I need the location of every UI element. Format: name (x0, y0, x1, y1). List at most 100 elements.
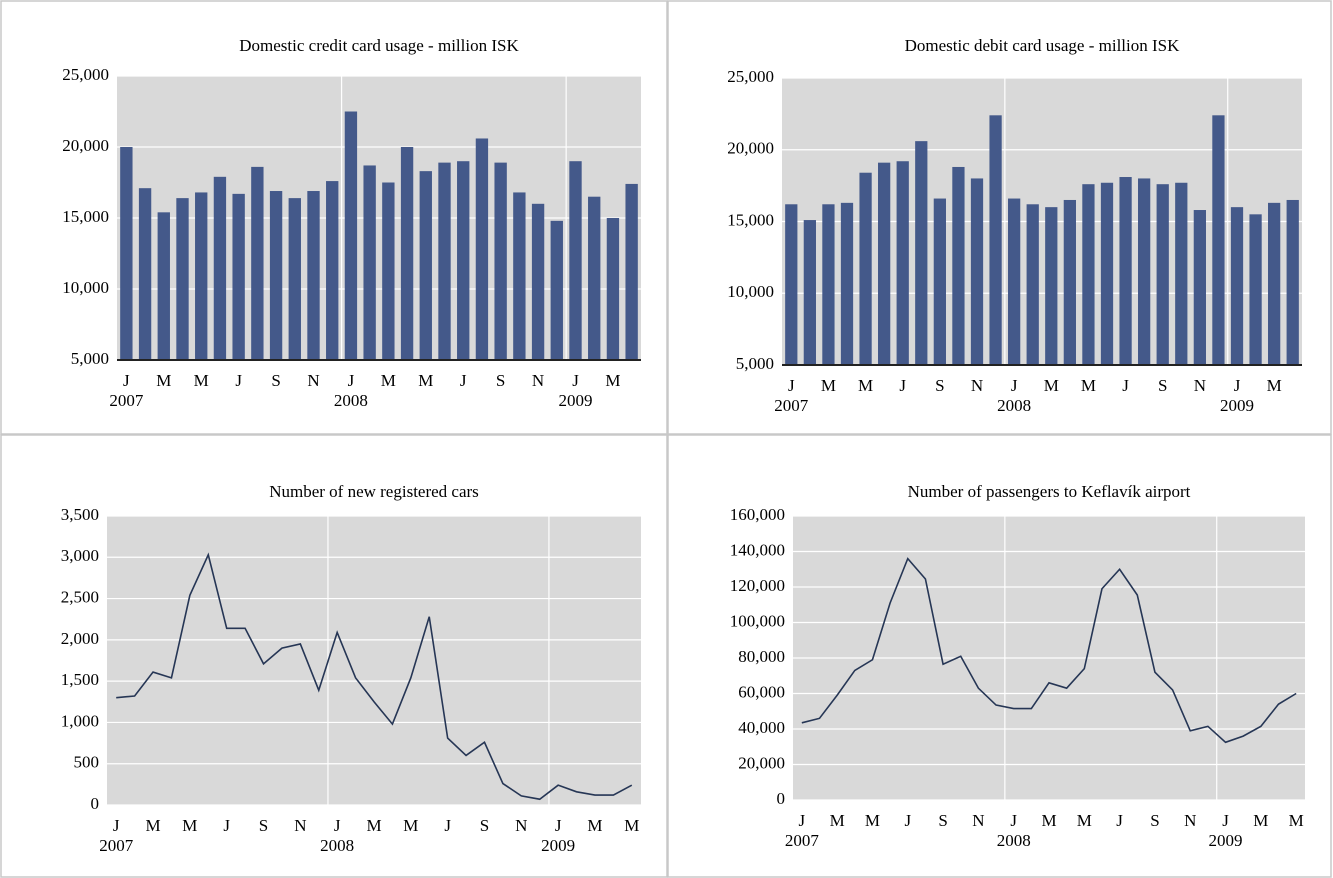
bar (438, 162, 451, 360)
bar (382, 182, 395, 360)
x-tick-label: S (271, 371, 280, 390)
x-tick-label: J (1116, 811, 1123, 830)
x-tick-label: J (444, 816, 451, 835)
x-tick-label: M (145, 816, 160, 835)
bar (138, 188, 152, 360)
bar (531, 203, 545, 360)
x-tick-label: M (194, 371, 209, 390)
bar (400, 147, 414, 360)
x-tick-label: N (307, 371, 319, 390)
y-tick-label: 80,000 (738, 647, 785, 666)
x-tick-label: J (1011, 376, 1018, 395)
bar (1119, 177, 1132, 365)
bar (915, 141, 928, 365)
x-tick-label: J (1010, 811, 1017, 830)
bar (513, 192, 526, 360)
x-tick-label: M (865, 811, 880, 830)
x-tick-label: J (460, 371, 467, 390)
x-tick-label: J (223, 816, 230, 835)
bar (859, 172, 872, 365)
bar (588, 196, 601, 360)
x-tick-label: M (1267, 376, 1282, 395)
line (801, 557, 1297, 744)
x-tick-label: M (624, 816, 639, 835)
bar (878, 162, 891, 365)
x-tick-label: M (403, 816, 418, 835)
x-tick-label: J (123, 371, 130, 390)
y-tick-label: 10,000 (62, 278, 109, 297)
y-tick-label: 5,000 (71, 349, 109, 368)
x-tick-label: J (1122, 376, 1129, 395)
x-year-label: 2007 (109, 391, 144, 410)
chart-title: Domestic credit card usage - million ISK (239, 36, 519, 55)
x-year-label: 2009 (559, 391, 593, 410)
x-tick-label: M (418, 371, 433, 390)
bar (475, 138, 489, 360)
x-year-label: 2007 (774, 396, 809, 415)
bar (1193, 210, 1206, 365)
bar (457, 161, 470, 360)
bar (288, 198, 301, 360)
bar (213, 176, 227, 360)
y-tick-label: 160,000 (730, 505, 785, 524)
x-tick-label: N (1194, 376, 1206, 395)
bar (1082, 184, 1095, 365)
x-year-label: 2009 (541, 836, 575, 855)
bar (569, 161, 582, 360)
x-tick-label: M (858, 376, 873, 395)
x-tick-label: J (555, 816, 562, 835)
bar (326, 181, 339, 360)
x-year-label: 2007 (99, 836, 134, 855)
bar (232, 193, 245, 360)
bar (344, 111, 358, 360)
x-tick-label: S (480, 816, 489, 835)
bar (176, 198, 189, 360)
y-tick-label: 2,000 (61, 629, 99, 648)
x-tick-label: M (830, 811, 845, 830)
bar (970, 178, 984, 365)
x-tick-label: J (799, 811, 806, 830)
x-tick-label: J (113, 816, 120, 835)
bar (157, 212, 170, 360)
bar (896, 161, 909, 365)
bar (933, 198, 946, 365)
x-tick-label: S (938, 811, 947, 830)
x-tick-label: S (1158, 376, 1167, 395)
x-tick-label: N (532, 371, 544, 390)
x-tick-label: J (904, 811, 911, 830)
bar (989, 115, 1002, 365)
x-tick-label: M (156, 371, 171, 390)
y-tick-label: 1,000 (61, 711, 99, 730)
x-tick-label: J (348, 371, 355, 390)
x-tick-label: M (1289, 811, 1304, 830)
y-tick-label: 25,000 (727, 67, 774, 86)
x-tick-label: S (1150, 811, 1159, 830)
y-tick-label: 500 (74, 753, 100, 772)
y-tick-label: 20,000 (727, 139, 774, 158)
y-tick-label: 10,000 (727, 282, 774, 301)
x-tick-label: N (972, 811, 984, 830)
bar (1063, 199, 1076, 365)
plot-area (107, 516, 641, 805)
bar (1156, 184, 1169, 365)
x-tick-label: M (605, 371, 620, 390)
bar (1100, 182, 1114, 365)
bar (120, 147, 133, 360)
bar (494, 162, 507, 360)
x-tick-label: M (587, 816, 602, 835)
y-tick-label: 15,000 (727, 210, 774, 229)
y-tick-label: 140,000 (730, 540, 785, 559)
x-year-label: 2009 (1209, 831, 1243, 850)
bar (606, 218, 620, 360)
bar (625, 183, 638, 360)
bar (1045, 207, 1058, 365)
x-tick-label: M (1044, 376, 1059, 395)
x-year-label: 2007 (785, 831, 820, 850)
y-tick-label: 100,000 (730, 611, 785, 630)
y-tick-label: 0 (777, 789, 786, 808)
y-tick-label: 0 (91, 794, 100, 813)
bar (1026, 204, 1039, 365)
chart-title: Number of new registered cars (269, 482, 479, 501)
